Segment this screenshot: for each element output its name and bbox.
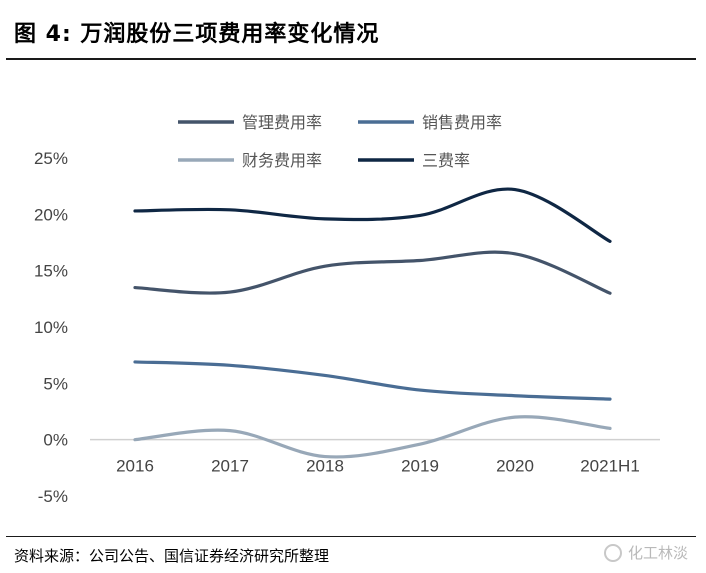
y-tick-label: 0% xyxy=(43,431,68,450)
legend-label: 三费率 xyxy=(422,151,470,170)
wechat-logo-icon xyxy=(603,543,622,562)
legend-label: 销售费用率 xyxy=(422,113,502,132)
y-axis-ticks: 25% 20% 15% 10% 5% 0% -5% xyxy=(34,149,68,506)
source-note: 资料来源：公司公告、国信证券经济研究所整理 xyxy=(14,547,330,565)
x-tick-label: 2021H1 xyxy=(580,457,640,476)
series-line-3 xyxy=(133,187,612,243)
legend-label: 管理费用率 xyxy=(242,113,322,132)
series-line-2 xyxy=(133,415,612,459)
title-divider xyxy=(6,58,696,60)
y-tick-label: 15% xyxy=(34,262,68,281)
y-tick-label: -5% xyxy=(38,487,68,506)
x-tick-label: 2017 xyxy=(211,457,249,476)
series-line-0 xyxy=(133,250,612,295)
y-tick-label: 10% xyxy=(34,318,68,337)
watermark-text: 化工林淡 xyxy=(627,544,688,562)
x-tick-label: 2016 xyxy=(116,457,154,476)
x-axis-ticks: 2016 2017 2018 2019 2020 2021H1 xyxy=(116,457,640,476)
footer-divider xyxy=(6,536,696,537)
x-tick-label: 2020 xyxy=(496,457,534,476)
y-tick-label: 20% xyxy=(34,205,68,224)
series-lines xyxy=(133,187,612,459)
series-line-1 xyxy=(133,360,612,401)
watermark: 化工林淡 xyxy=(603,542,688,563)
figure-title: 图 4: 万润股份三项费用率变化情况 xyxy=(14,22,380,47)
x-tick-label: 2019 xyxy=(401,457,439,476)
y-tick-label: 25% xyxy=(34,149,68,168)
legend-label: 财务费用率 xyxy=(242,151,322,170)
y-tick-label: 5% xyxy=(43,374,68,393)
x-tick-label: 2018 xyxy=(306,457,344,476)
